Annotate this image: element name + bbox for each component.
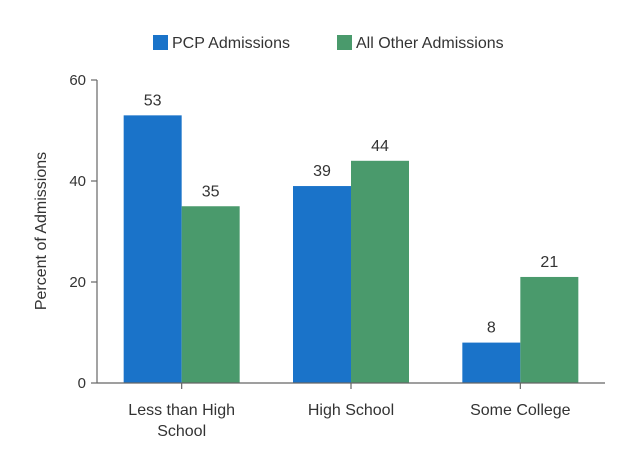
y-axis: 0 20 40 60 bbox=[69, 72, 98, 392]
y-tick-label: 0 bbox=[78, 375, 86, 392]
bars bbox=[123, 115, 579, 383]
data-label: 21 bbox=[540, 254, 558, 271]
x-tick-label: High School bbox=[308, 402, 394, 419]
bar-pcp-0 bbox=[123, 115, 182, 383]
legend-label-pcp: PCP Admissions bbox=[172, 35, 290, 52]
y-tick-label: 40 bbox=[69, 173, 86, 190]
data-label: 8 bbox=[487, 320, 496, 337]
legend-label-other: All Other Admissions bbox=[356, 35, 504, 52]
bar-other-1 bbox=[351, 160, 409, 383]
y-axis-title: Percent of Admissions bbox=[33, 152, 50, 310]
x-tick-label: Less than High bbox=[128, 402, 235, 419]
data-label: 44 bbox=[371, 138, 389, 155]
data-label: 39 bbox=[313, 163, 331, 180]
x-axis: Less than High School High School Some Coll… bbox=[97, 382, 605, 440]
legend-swatch-other bbox=[337, 35, 352, 50]
bar-pcp-1 bbox=[293, 186, 351, 383]
legend-swatch-pcp bbox=[153, 35, 168, 50]
data-label: 53 bbox=[144, 92, 162, 109]
bar-other-2 bbox=[520, 276, 579, 383]
x-tick-label: School bbox=[157, 423, 206, 440]
bar-other-0 bbox=[181, 206, 240, 383]
data-labels: 53 35 39 44 8 21 bbox=[144, 92, 559, 336]
y-tick-label: 60 bbox=[69, 72, 86, 89]
bar-pcp-2 bbox=[462, 342, 521, 383]
legend: PCP Admissions All Other Admissions bbox=[153, 35, 504, 52]
x-tick-label: Some College bbox=[470, 402, 571, 419]
y-tick-label: 20 bbox=[69, 274, 86, 291]
data-label: 35 bbox=[202, 183, 220, 200]
